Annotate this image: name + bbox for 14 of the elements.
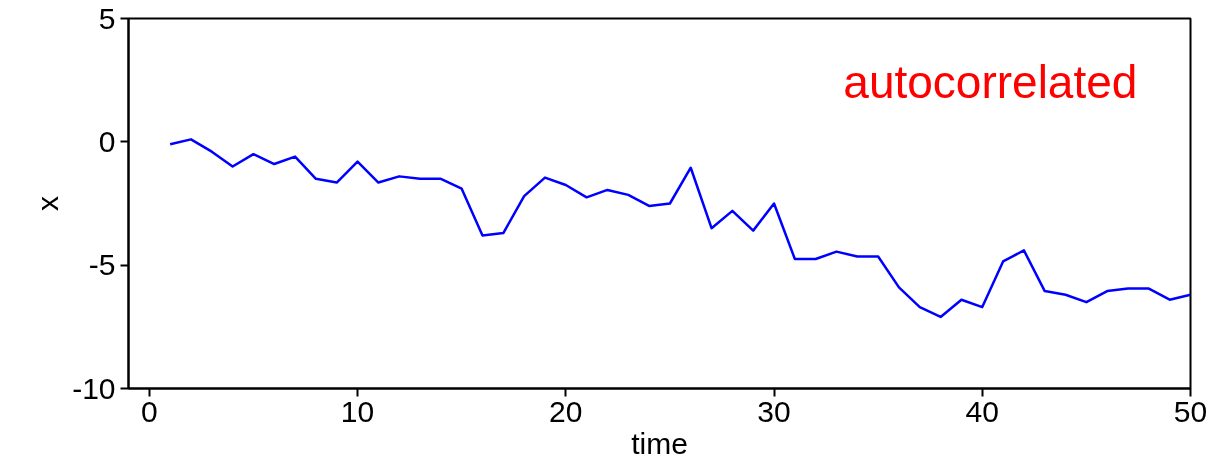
y-tick-label: 0	[98, 124, 116, 158]
x-tick-label: 20	[549, 394, 583, 428]
line-series	[168, 138, 1191, 319]
y-tick-label: -10	[72, 371, 116, 405]
y-tick-label: 5	[98, 1, 116, 35]
annotation: autocorrelated	[843, 55, 1138, 108]
x-tick-label: 10	[340, 394, 375, 428]
y-tick-label: -5	[88, 248, 116, 282]
x-axis-title: time	[631, 426, 688, 460]
y-axis-title: x	[31, 196, 65, 211]
x-tick-label: 30	[757, 394, 791, 428]
x-tick-label: 50	[1173, 394, 1208, 428]
x-tick-label: 40	[965, 394, 999, 428]
x-tick-label: 0	[140, 394, 158, 428]
